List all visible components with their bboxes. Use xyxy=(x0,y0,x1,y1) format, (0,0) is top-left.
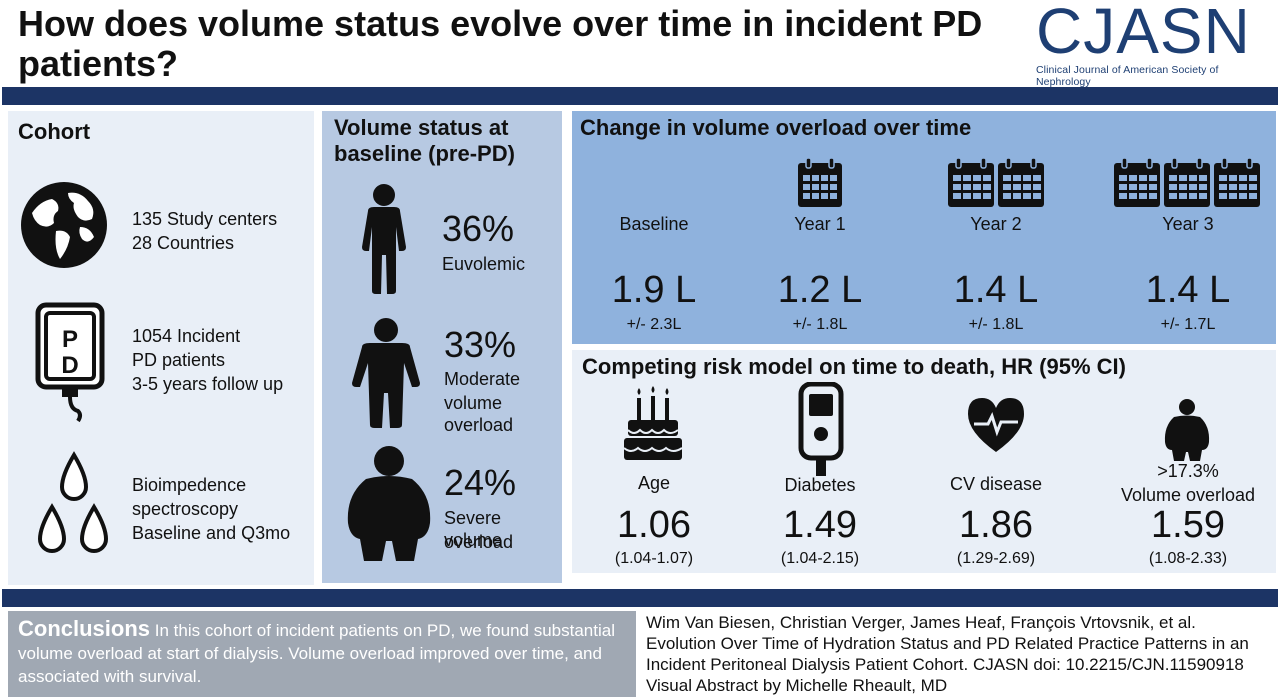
moderate-label-line2: volume overload xyxy=(444,393,514,435)
change-value-year3: 1.4 L xyxy=(1145,269,1231,311)
euvolemic-label: Euvolemic xyxy=(442,254,526,274)
citation: Wim Van Biesen, Christian Verger, James … xyxy=(646,612,1276,696)
baseline-heading-line2: baseline (pre-PD) xyxy=(334,141,515,166)
ci-volume: (1.08-2.33) xyxy=(1148,550,1228,567)
cohort-bioimpedance: Bioimpedence xyxy=(132,475,247,495)
severe-pct: 24% xyxy=(444,462,517,503)
ci-cv: (1.29-2.69) xyxy=(956,550,1036,567)
calendar-pair-icon xyxy=(948,157,1044,207)
calendar-icon xyxy=(798,157,842,207)
citation-title-line2: Incident Peritoneal Dialysis Patient Coh… xyxy=(646,655,1244,674)
change-label-year2: Year 2 xyxy=(970,214,1022,234)
cohort-centers: 135 Study centers xyxy=(132,209,278,229)
risk-label-volume: Volume overload xyxy=(1120,485,1256,505)
change-label-year1: Year 1 xyxy=(794,214,846,234)
bottom-divider-bar xyxy=(2,589,1278,607)
journal-logo: CJASN Clinical Journal of American Socie… xyxy=(1036,0,1272,88)
hr-volume: 1.59 xyxy=(1151,504,1225,546)
change-sd-baseline: +/- 2.3L xyxy=(626,316,682,333)
svg-text:P: P xyxy=(62,326,78,353)
risk-label-diabetes: Diabetes xyxy=(784,475,856,495)
cohort-pd-patients: PD patients xyxy=(132,350,226,370)
change-sd-year1: +/- 1.8L xyxy=(792,316,848,333)
droplets-icon xyxy=(37,451,109,553)
citation-credit: Visual Abstract by Michelle Rheault, MD xyxy=(646,676,948,695)
severe-label-line2: overload xyxy=(444,532,514,552)
conclusion-heading: Conclusions xyxy=(18,616,151,641)
person-medium-icon xyxy=(352,318,420,428)
logo-subtitle: Clinical Journal of American Society of … xyxy=(1036,64,1219,88)
glucometer-icon xyxy=(798,382,844,476)
person-slim-icon xyxy=(362,184,406,294)
baseline-panel: Volume status at baseline (pre-PD) 36% E… xyxy=(322,111,562,583)
change-sd-year2: +/- 1.8L xyxy=(968,316,1024,333)
change-label-year3: Year 3 xyxy=(1162,214,1214,234)
euvolemic-pct: 36% xyxy=(442,208,515,249)
hr-diabetes: 1.49 xyxy=(783,504,857,546)
risk-label-age: Age xyxy=(637,473,671,493)
cohort-countries: 28 Countries xyxy=(132,233,235,253)
severe-label-line1: Severe volume xyxy=(444,508,503,550)
citation-authors: Wim Van Biesen, Christian Verger, James … xyxy=(646,613,1196,632)
conclusion-text: In this cohort of incident patients on P… xyxy=(18,621,615,686)
ci-diabetes: (1.04-2.15) xyxy=(780,550,860,567)
cohort-incident: 1054 Incident xyxy=(132,326,241,346)
risk-label-cv: CV disease xyxy=(949,474,1043,494)
risk-heading: Competing risk model on time to death, H… xyxy=(582,354,1126,379)
cohort-spectroscopy: spectroscopy xyxy=(132,499,239,519)
cohort-schedule: Baseline and Q3mo xyxy=(132,523,291,543)
svg-text:D: D xyxy=(61,352,78,379)
globe-icon xyxy=(21,182,107,268)
hr-cv: 1.86 xyxy=(959,504,1033,546)
hr-age: 1.06 xyxy=(617,504,691,546)
page-title: How does volume status evolve over time … xyxy=(18,3,983,84)
volume-change-panel: Change in volume overload over time xyxy=(572,111,1276,344)
calendar-triple-icon xyxy=(1114,157,1260,207)
moderate-pct: 33% xyxy=(444,324,517,365)
logo-text: CJASN xyxy=(1036,0,1251,67)
heart-pulse-icon xyxy=(968,398,1024,452)
moderate-label-line1: Moderate xyxy=(444,369,521,389)
conclusion-box: Conclusions In this cohort of incident p… xyxy=(8,611,636,697)
cohort-followup: 3-5 years follow up xyxy=(132,374,284,394)
person-large-icon xyxy=(347,446,431,561)
cohort-heading: Cohort xyxy=(18,119,91,144)
person-overweight-icon xyxy=(1164,399,1210,461)
change-sd-year3: +/- 1.7L xyxy=(1160,316,1216,333)
volume-threshold-label: >17.3% xyxy=(1157,461,1219,481)
cohort-panel: Cohort 135 Study centers 28 Countries P … xyxy=(8,111,314,585)
top-divider-bar xyxy=(2,87,1278,105)
ci-age: (1.04-1.07) xyxy=(614,550,694,567)
change-heading: Change in volume overload over time xyxy=(580,115,972,140)
pd-bag-icon: P D xyxy=(35,302,105,423)
change-value-year2: 1.4 L xyxy=(953,269,1039,311)
citation-title-line1: Evolution Over Time of Hydration Status … xyxy=(646,634,1249,653)
change-value-baseline: 1.9 L xyxy=(611,269,697,311)
change-value-year1: 1.2 L xyxy=(777,269,863,311)
change-label-baseline: Baseline xyxy=(619,214,689,234)
baseline-heading-line1: Volume status at xyxy=(334,115,509,140)
birthday-cake-icon xyxy=(623,386,683,460)
competing-risk-panel: Competing risk model on time to death, H… xyxy=(572,350,1276,573)
